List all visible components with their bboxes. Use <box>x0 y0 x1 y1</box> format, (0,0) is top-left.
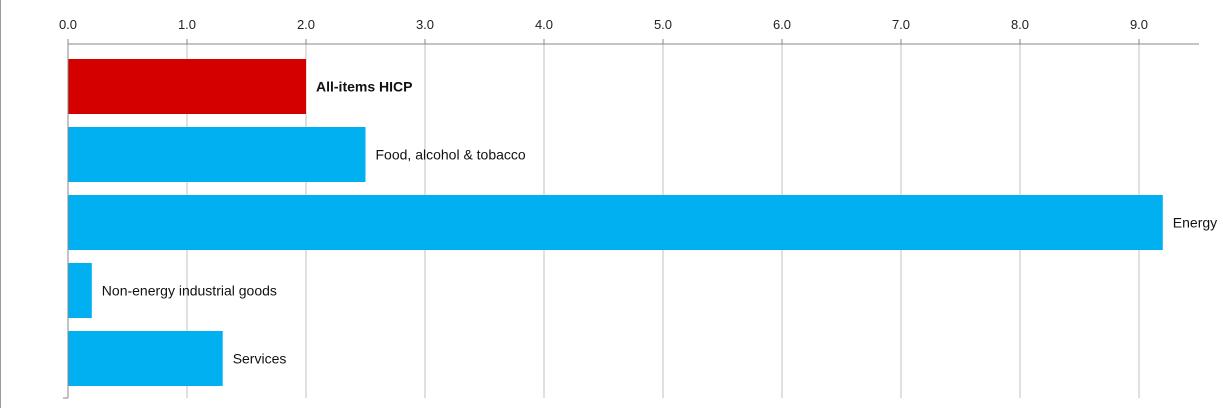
bar <box>68 127 366 182</box>
bar <box>68 331 223 386</box>
bar-label: All-items HICP <box>316 79 412 95</box>
bar <box>68 195 1163 250</box>
x-tick-label: 6.0 <box>773 17 791 32</box>
bar <box>68 263 92 318</box>
axes <box>63 43 1199 399</box>
x-tick-label: 9.0 <box>1130 17 1148 32</box>
bar-label: Services <box>233 351 287 367</box>
x-tick-label: 5.0 <box>654 17 672 32</box>
x-tick-label: 7.0 <box>892 17 910 32</box>
x-tick-label: 3.0 <box>416 17 434 32</box>
bar-labels: All-items HICP Food, alcohol & tobacco Ene… <box>102 79 1217 367</box>
x-axis-ticks: 0.0 1.0 2.0 3.0 4.0 5.0 6.0 7.0 8.0 9.0 <box>59 17 1148 44</box>
x-tick-label: 2.0 <box>297 17 315 32</box>
bar-label: Food, alcohol & tobacco <box>376 147 526 163</box>
bar-label: Non-energy industrial goods <box>102 283 277 299</box>
x-tick-label: 0.0 <box>59 17 77 32</box>
x-tick-label: 4.0 <box>535 17 553 32</box>
bars <box>68 59 1163 386</box>
bar-label: Energy <box>1173 215 1217 231</box>
bar <box>68 59 306 114</box>
x-tick-label: 8.0 <box>1011 17 1029 32</box>
x-tick-label: 1.0 <box>178 17 196 32</box>
